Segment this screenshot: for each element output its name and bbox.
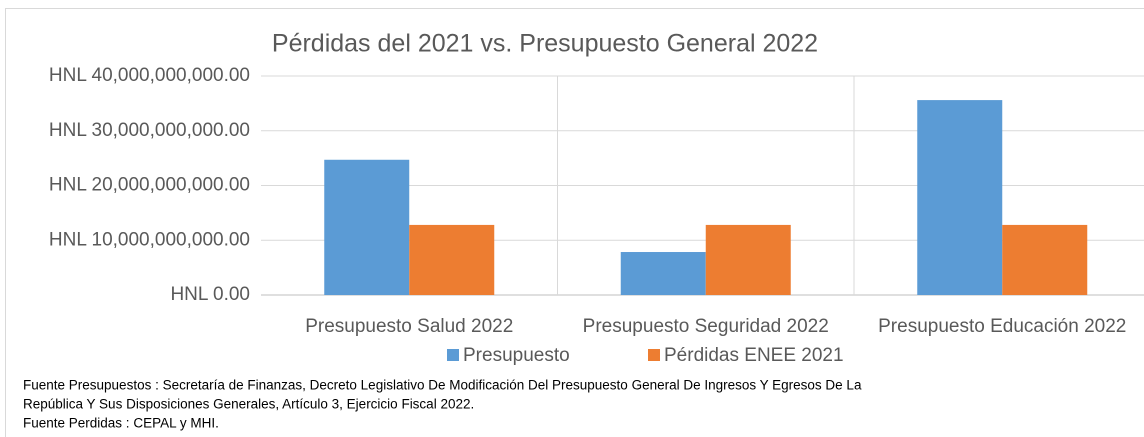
legend-swatch: [447, 349, 459, 361]
bar: [409, 224, 495, 295]
bar: [705, 224, 791, 295]
bar: [1002, 224, 1088, 295]
y-tick-label: HNL 10,000,000,000.00: [49, 229, 250, 250]
chart-border: [5, 8, 1144, 437]
y-tick-label: HNL 30,000,000,000.00: [49, 120, 250, 141]
bar: [620, 252, 706, 295]
footnote: Fuente Presupuestos : Secretaría de Fina…: [23, 378, 862, 393]
legend-swatch: [648, 349, 660, 361]
x-tick-label: Presupuesto Seguridad 2022: [583, 316, 829, 337]
x-tick-label: Presupuesto Educación 2022: [878, 316, 1126, 337]
chart-title: Pérdidas del 2021 vs. Presupuesto Genera…: [272, 30, 818, 58]
x-tick-label: Presupuesto Salud 2022: [305, 316, 513, 337]
y-tick-label: HNL 40,000,000,000.00: [49, 65, 250, 86]
legend-label: Pérdidas ENEE 2021: [664, 345, 844, 366]
footnote: República Y Sus Disposiciones Generales,…: [23, 397, 474, 412]
bar: [917, 100, 1003, 295]
bar: [324, 159, 410, 295]
footnote: Fuente Perdidas : CEPAL y MHI.: [23, 416, 219, 431]
y-tick-label: HNL 0.00: [170, 284, 250, 305]
y-tick-label: HNL 20,000,000,000.00: [49, 175, 250, 196]
legend-label: Presupuesto: [463, 345, 570, 366]
